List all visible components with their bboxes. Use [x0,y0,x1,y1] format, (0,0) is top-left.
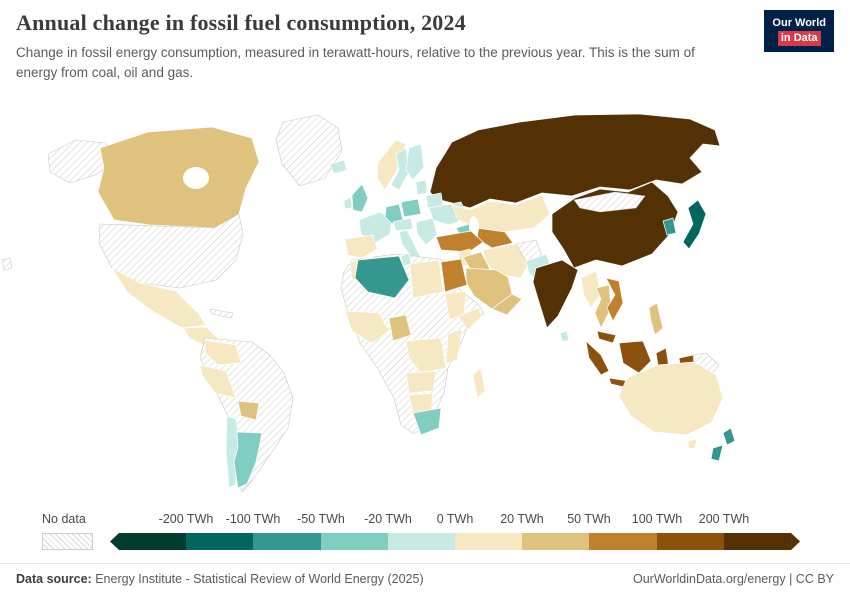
country-indonesia-borneo[interactable] [618,340,652,374]
country-iceland[interactable] [329,159,348,175]
country-malaysia[interactable] [596,330,617,344]
country-south-africa[interactable] [412,407,442,436]
header-text: Annual change in fossil fuel consumption… [16,10,716,82]
legend-color-bar [110,533,801,550]
country-south-korea[interactable] [662,217,677,236]
choropleth-svg [1,113,736,493]
legend-tick-0: -200 TWh [158,512,214,526]
legend-tick-6: 50 TWh [567,512,611,526]
header: Annual change in fossil fuel consumption… [16,10,834,82]
legend-swatch-5[interactable] [455,533,523,550]
country-madagascar[interactable] [472,367,486,399]
country-egypt[interactable] [440,258,468,293]
country-mexico[interactable] [111,267,207,329]
logo-line2: in Data [777,31,821,46]
country-canada[interactable] [97,126,260,229]
country-algeria[interactable] [354,255,410,299]
legend-tick-5: 20 TWh [500,512,544,526]
page-title: Annual change in fossil fuel consumption… [16,10,466,35]
legend-swatch-8[interactable] [656,533,724,550]
data-source-label: Data source: [16,572,92,586]
legend-tick-4: 0 TWh [436,512,474,526]
legend-swatch-3[interactable] [320,533,388,550]
hudson-bay [183,167,209,189]
footer-divider [0,563,850,564]
country-angola[interactable] [405,370,437,394]
country-libya[interactable] [409,259,444,299]
country-finland[interactable] [405,143,425,181]
legend-swatch-4[interactable] [387,533,456,550]
no-data-swatch[interactable] [42,533,93,550]
country-france[interactable] [358,211,393,244]
legend-tick-1: -100 TWh [225,512,281,526]
country-colombia[interactable] [204,339,242,366]
country-tasmania[interactable] [687,438,698,450]
country-sweden[interactable] [390,147,410,191]
country-mongolia[interactable] [573,191,646,213]
legend-tick-3: -20 TWh [364,512,412,526]
country-indonesia-sumatra[interactable] [585,340,610,376]
country-thailand[interactable] [594,284,612,329]
data-source-text[interactable]: Energy Institute - Statistical Review of… [95,572,424,586]
country-new-zealand-north[interactable] [722,427,736,446]
country-united-states[interactable] [98,213,244,289]
country-poland[interactable] [400,198,422,218]
country-united-kingdom[interactable] [351,183,369,213]
world-map [0,102,850,502]
country-india[interactable] [532,259,579,329]
country-dr-congo[interactable] [405,337,447,374]
country-yemen-oman[interactable] [491,293,523,316]
country-ethiopia[interactable] [457,307,483,331]
legend-swatch-7[interactable] [589,533,657,550]
country-greenland[interactable] [275,114,343,187]
logo-line1: Our World [772,17,826,29]
credit-link[interactable]: OurWorldinData.org/energy | CC BY [632,572,834,586]
country-ireland[interactable] [343,196,353,210]
legend-tick-2: -50 TWh [297,512,345,526]
country-australia[interactable] [618,361,724,436]
country-philippines[interactable] [648,302,664,336]
country-kenya-tanzania[interactable] [445,328,463,365]
legend-tick-8: 200 TWh [698,512,750,526]
legend-arrow-left [110,533,119,550]
country-balkans[interactable] [415,217,438,246]
small-island-left-edge [1,257,13,271]
country-argentina[interactable] [233,431,263,489]
footer: Data source: Energy Institute - Statisti… [16,572,834,586]
country-myanmar[interactable] [580,270,602,309]
country-spain[interactable] [344,234,378,259]
country-cuba[interactable] [209,308,234,319]
country-czech-austria[interactable] [392,217,414,232]
legend-swatch-6[interactable] [522,533,590,550]
legend-swatch-1[interactable] [186,533,254,550]
legend-swatch-9[interactable] [723,533,792,550]
no-data-label: No data [42,512,86,526]
owid-logo[interactable]: Our World in Data [764,10,834,52]
data-source: Data source: Energy Institute - Statisti… [16,572,424,586]
country-bolivia[interactable] [237,400,260,421]
country-west-africa[interactable] [344,310,390,344]
country-peru[interactable] [199,364,237,399]
legend-swatch-0[interactable] [119,533,187,550]
country-japan[interactable] [682,199,707,250]
country-vietnam[interactable] [605,277,624,322]
country-turkey[interactable] [435,230,484,253]
legend-tick-7: 100 TWh [631,512,683,526]
legend-swatch-2[interactable] [253,533,321,550]
country-baltics[interactable] [415,179,428,196]
country-new-zealand-south[interactable] [710,444,724,462]
map-legend: No data -200 TWh -100 TWh -50 TWh -20 TW… [0,512,850,554]
country-sri-lanka[interactable] [559,330,570,342]
country-russia[interactable] [429,113,721,209]
page-subtitle: Change in fossil energy consumption, mea… [16,45,695,80]
country-nigeria[interactable] [388,314,412,342]
legend-arrow-right [791,533,801,550]
